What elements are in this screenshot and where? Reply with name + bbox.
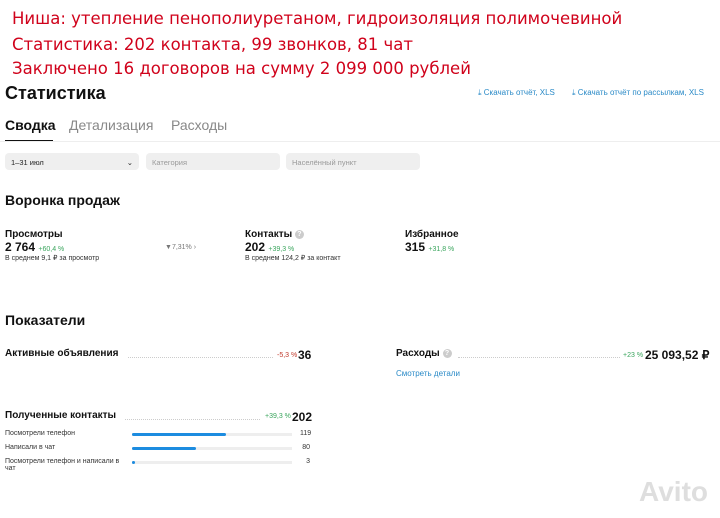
contacts-avg: В среднем 124,2 ₽ за контакт: [245, 255, 341, 262]
caption-line: Заключено 16 договоров на сумму 2 099 00…: [12, 59, 471, 78]
contact-row-label: Посмотрели телефон и написали в чат: [5, 458, 120, 472]
received-contacts-change: +39,3 %: [265, 413, 291, 420]
tab-expenses[interactable]: Расходы: [171, 117, 228, 133]
views-avg: В среднем 9,1 ₽ за просмотр: [5, 255, 100, 262]
contact-row-value: 3: [306, 458, 310, 465]
contact-row-bar: [132, 433, 292, 436]
period-value: 1–31 июл: [11, 158, 44, 167]
contact-row-value: 119: [300, 430, 312, 437]
contact-row-bar-fill: [132, 447, 196, 450]
received-contacts-label: Полученные контакты: [5, 410, 117, 421]
favorites-block: Избранное 315 +31,8 %: [405, 229, 459, 254]
contacts-label: Контакты: [245, 229, 293, 240]
leader-dots: [458, 357, 620, 358]
views-value: 2 764: [5, 240, 36, 254]
conversion-value: 7,31%: [171, 244, 192, 251]
avito-watermark: Avito: [639, 476, 708, 507]
views-change: +60,4 %: [38, 246, 65, 253]
indicators-title: Показатели: [5, 312, 86, 328]
conversion-link[interactable]: ▼7,31% ›: [165, 244, 197, 251]
download-label: Скачать отчёт, XLS: [483, 88, 555, 97]
expenses-label: Расходы ?: [396, 348, 452, 359]
contact-row-bar-fill: [132, 461, 136, 464]
contacts-value: 202: [245, 240, 266, 254]
download-mailing-report-link[interactable]: ⤓ Скачать отчёт по рассылкам, XLS: [572, 88, 704, 97]
favorites-label: Избранное: [405, 229, 459, 240]
filter-icon: ▼: [165, 244, 172, 251]
expenses-value: 25 093,52 ₽: [645, 348, 710, 362]
help-icon[interactable]: ?: [442, 348, 452, 358]
active-ads-change: -5,3 %: [277, 352, 298, 359]
favorites-value: 315: [405, 240, 426, 254]
received-contacts-value: 202: [292, 410, 313, 424]
tab-summary[interactable]: Сводка: [5, 117, 56, 133]
page-title: Статистика: [5, 83, 106, 103]
expenses-change: +23 %: [623, 352, 644, 359]
help-icon[interactable]: ?: [294, 229, 304, 239]
contacts-change: +39,3 %: [268, 246, 295, 253]
tab-details[interactable]: Детализация: [69, 117, 154, 133]
category-input[interactable]: Категория: [146, 153, 280, 170]
active-ads-value: 36: [298, 348, 312, 362]
caption-line: Статистика: 202 контакта, 99 звонков, 81…: [12, 35, 413, 54]
leader-dots: [128, 357, 273, 358]
contact-row-label: Посмотрели телефон: [5, 430, 75, 437]
contact-row-bar-fill: [132, 433, 227, 436]
funnel-title: Воронка продаж: [5, 192, 120, 208]
chevron-down-icon: ⌄: [126, 158, 133, 167]
views-block: Просмотры 2 764 +60,4 % В среднем 9,1 ₽ …: [5, 229, 99, 262]
view-details-link[interactable]: Смотреть детали: [396, 369, 460, 378]
contact-row-bar: [132, 447, 292, 450]
divider: [0, 141, 720, 142]
city-input[interactable]: Населённый пункт: [286, 153, 420, 170]
leader-dots: [125, 419, 260, 420]
period-select[interactable]: 1–31 июл ⌄: [5, 153, 139, 170]
contact-row-bar: [132, 461, 292, 464]
active-ads-label: Активные объявления: [5, 348, 119, 359]
expenses-label-text: Расходы: [396, 348, 440, 359]
download-report-link[interactable]: ⤓ Скачать отчёт, XLS: [478, 88, 555, 97]
favorites-change: +31,8 %: [428, 246, 455, 253]
caption-line: Ниша: утепление пенополиуретаном, гидрои…: [12, 9, 623, 28]
contact-row-label: Написали в чат: [5, 444, 56, 451]
download-label: Скачать отчёт по рассылкам, XLS: [577, 88, 704, 97]
contact-row-value: 80: [302, 444, 310, 451]
contacts-block: Контакты ? 202 +39,3 % В среднем 124,2 ₽…: [245, 229, 341, 262]
views-label: Просмотры: [5, 229, 63, 240]
